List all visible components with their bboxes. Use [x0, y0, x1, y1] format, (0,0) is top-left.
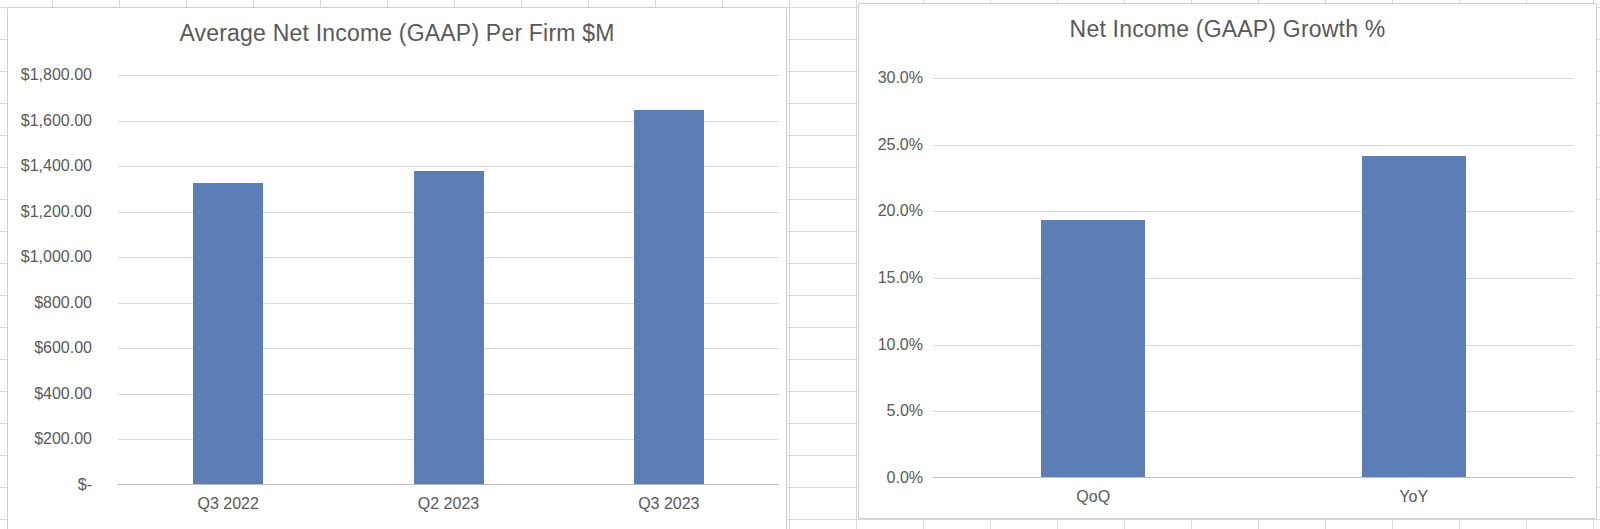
x-axis-line — [933, 477, 1574, 478]
gridline — [933, 145, 1574, 146]
bar-yoy[interactable] — [1362, 156, 1466, 477]
plot-area — [118, 75, 779, 485]
y-tick-label: $- — [0, 476, 92, 494]
y-tick-label: 15.0% — [813, 269, 923, 287]
gridline — [118, 75, 779, 76]
y-tick-label: $1,800.00 — [0, 66, 92, 84]
y-tick-label: $800.00 — [0, 294, 92, 312]
chart-net-income-growth[interactable]: Net Income (GAAP) Growth % 30.0%25.0%20.… — [858, 3, 1597, 519]
y-tick-label: 0.0% — [813, 469, 923, 487]
y-tick-label: $400.00 — [0, 385, 92, 403]
worksheet-canvas: Average Net Income (GAAP) Per Firm $M $1… — [0, 0, 1600, 529]
x-category-label: Q3 2023 — [638, 495, 699, 513]
plot-area — [933, 78, 1574, 478]
gridline — [933, 278, 1574, 279]
gridline — [933, 78, 1574, 79]
x-category-label: Q2 2023 — [418, 495, 479, 513]
y-tick-label: 5.0% — [813, 402, 923, 420]
x-axis-line — [118, 484, 779, 485]
y-tick-label: $600.00 — [0, 339, 92, 357]
y-tick-label: $1,200.00 — [0, 203, 92, 221]
gridline — [933, 345, 1574, 346]
gridline — [933, 211, 1574, 212]
y-tick-label: $1,400.00 — [0, 157, 92, 175]
y-tick-label: 10.0% — [813, 336, 923, 354]
chart-title: Net Income (GAAP) Growth % — [859, 16, 1596, 43]
x-category-label: Q3 2022 — [197, 495, 258, 513]
bar-q3-2022[interactable] — [193, 183, 263, 484]
y-tick-label: $1,600.00 — [0, 112, 92, 130]
gridline — [933, 411, 1574, 412]
y-tick-label: 25.0% — [813, 136, 923, 154]
bar-q3-2023[interactable] — [634, 110, 704, 484]
y-tick-label: 30.0% — [813, 69, 923, 87]
chart-title: Average Net Income (GAAP) Per Firm $M — [8, 20, 786, 47]
y-tick-label: $200.00 — [0, 430, 92, 448]
y-tick-label: 20.0% — [813, 202, 923, 220]
bar-q2-2023[interactable] — [414, 171, 484, 484]
bar-qoq[interactable] — [1041, 220, 1145, 477]
y-tick-label: $1,000.00 — [0, 248, 92, 266]
chart-average-net-income-per-firm[interactable]: Average Net Income (GAAP) Per Firm $M $1… — [7, 7, 787, 529]
x-category-label: YoY — [1399, 488, 1428, 506]
x-category-label: QoQ — [1076, 488, 1110, 506]
